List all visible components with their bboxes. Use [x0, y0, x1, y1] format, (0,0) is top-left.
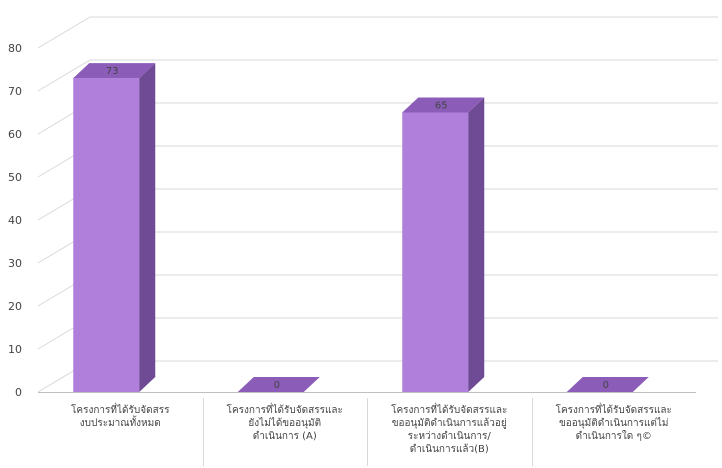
category-label: โครงการที่ได้รับจัดสรรงบประมาณทั้งหมด [45, 404, 195, 430]
gridline [37, 59, 718, 92]
category-separator [202, 398, 204, 466]
data-label: 65 [435, 101, 448, 112]
bar-top [237, 377, 320, 392]
category-label-line: โครงการที่ได้รับจัดสรรและ [555, 405, 672, 416]
category-label-line: ดำเนินการแล้ว(B) [409, 444, 489, 455]
y-tick-label: 60 [8, 128, 22, 141]
category-label-line: โครงการที่ได้รับจัดสรร [71, 405, 170, 416]
category-label-line: งบประมาณทั้งหมด [79, 418, 161, 429]
bar-top [402, 97, 485, 113]
category-label-line: ขออนุมัติดำเนินการแล้วอยู่ [391, 418, 507, 429]
bar-side [139, 63, 156, 392]
y-axis-ticks: 0 10 20 30 40 50 60 70 80 [8, 42, 22, 399]
bar [566, 377, 649, 392]
y-tick-label: 10 [8, 343, 22, 356]
bar-side [468, 97, 485, 392]
category-label-line: ดำเนินการใด ๆ© [575, 431, 652, 442]
category-label-line: ขออนุมัติดำเนินการแต่ไม่ [558, 418, 669, 429]
bar-front [402, 112, 469, 392]
bars [73, 63, 649, 392]
category-label-line: ดำเนินการ (A) [252, 431, 317, 442]
category-label-line: โครงการที่ได้รับจัดสรรและ [226, 405, 343, 416]
y-tick-label: 50 [8, 171, 22, 184]
category-label: โครงการที่ได้รับจัดสรรและยังไม่ได้ขออนุม… [210, 404, 360, 443]
category-separator [531, 398, 533, 466]
y-tick-label: 0 [15, 386, 22, 399]
y-tick-label: 20 [8, 300, 22, 313]
bar-front [73, 78, 140, 392]
category-label-line: ยังไม่ได้ขออนุมัติ [248, 418, 322, 429]
data-label: 0 [274, 380, 280, 391]
bar [73, 63, 156, 392]
bar [402, 97, 485, 392]
y-tick-label: 30 [8, 257, 22, 270]
bar-top [73, 63, 156, 79]
category-label-line: โครงการที่ได้รับจัดสรรและ [391, 405, 508, 416]
category-separator [367, 398, 368, 466]
data-labels: 73 0 65 0 [106, 66, 609, 391]
data-label: 73 [106, 66, 119, 77]
bar-top [566, 377, 649, 392]
category-label: โครงการที่ได้รับจัดสรรและขออนุมัติดำเนิน… [539, 404, 689, 443]
y-tick-label: 80 [8, 42, 22, 55]
gridline [37, 16, 718, 49]
y-tick-label: 70 [8, 85, 22, 98]
category-label-line: ระหว่างดำเนินการ/ [407, 431, 491, 442]
bar [237, 377, 320, 392]
category-label: โครงการที่ได้รับจัดสรรและขออนุมัติดำเนิน… [374, 404, 524, 456]
y-tick-label: 40 [8, 214, 22, 227]
data-label: 0 [603, 380, 609, 391]
